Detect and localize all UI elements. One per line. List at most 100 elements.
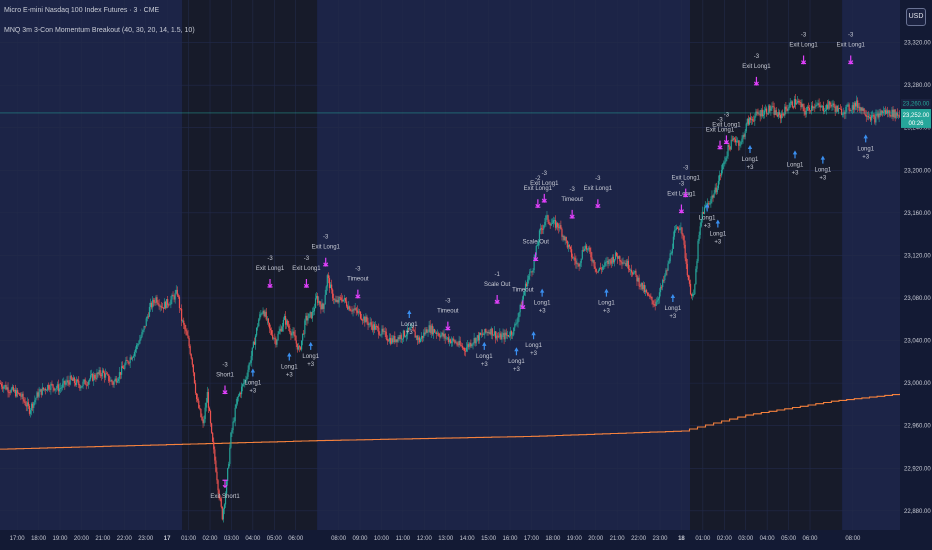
candle-body (110, 380, 112, 382)
candle-body (649, 295, 651, 297)
candle-body (665, 270, 667, 276)
candle-body (311, 311, 313, 319)
candle-body (28, 405, 31, 414)
candle-body (97, 372, 99, 374)
currency-button[interactable]: USD (906, 8, 926, 26)
candle-body (628, 268, 631, 271)
signal-label: +3 (539, 309, 547, 315)
candle-body (220, 498, 222, 507)
candle-body (418, 337, 421, 343)
candle-body (533, 258, 535, 271)
candle-body (96, 372, 98, 379)
candle-body (113, 380, 115, 385)
candle-body (839, 108, 842, 110)
time-tick-label: 20:00 (588, 536, 604, 542)
signal-label: +3 (792, 170, 800, 176)
signal-long: Long1 +3 (815, 155, 832, 182)
candle-body (755, 111, 757, 117)
signal-label: +3 (406, 330, 414, 336)
candle-body (229, 447, 231, 464)
candle-body (260, 313, 262, 315)
candle-body (864, 113, 866, 115)
candle-body (882, 111, 884, 114)
candle-body (297, 346, 299, 350)
candle-body (352, 309, 354, 312)
candle-body (662, 279, 664, 288)
candle-body (245, 379, 247, 381)
candle-body (740, 142, 742, 145)
candle-body (619, 256, 621, 262)
signal-long: Long1 +3 (534, 288, 551, 315)
signal-exit: -3 Exit Long1 (292, 256, 321, 289)
candle-body (886, 110, 888, 114)
candle-body (252, 341, 254, 348)
candle-body (539, 228, 542, 231)
candle-body (779, 114, 782, 119)
candle-body (818, 103, 820, 106)
candle-body (286, 320, 288, 325)
candle-body (738, 140, 740, 146)
candle-body (55, 388, 57, 389)
signal-long: Long1 +3 (665, 293, 682, 320)
candle-body (787, 108, 789, 111)
candle-body (816, 104, 818, 106)
candle-body (595, 268, 597, 272)
candle-body (845, 106, 847, 114)
candle-body (624, 263, 626, 264)
candle-body (532, 270, 534, 273)
signal-label: Scale Out (484, 282, 511, 288)
time-tick-label: 10:00 (374, 536, 390, 542)
price-axis[interactable]: 22,880.00 22,920.00 22,960.00 23,000.00 23,0… (900, 0, 932, 550)
candle-body (515, 323, 517, 325)
candle-body (518, 312, 520, 318)
time-axis[interactable]: 17:00 18:00 19:00 20:00 21:00 22:00 23:00 17 01:… (0, 530, 932, 550)
symbol-title[interactable]: Micro E-mini Nasdaq 100 Index Futures · … (4, 7, 160, 14)
candle-body (578, 264, 580, 267)
candle-body (246, 376, 248, 380)
candle-body (348, 306, 350, 310)
signal-label: Exit Long1 (712, 122, 741, 128)
candle-body (768, 105, 770, 114)
candle-body (328, 278, 331, 289)
candle-body (472, 342, 474, 345)
candle-body (42, 387, 44, 390)
candle-body (455, 342, 457, 344)
candle-body (264, 311, 266, 317)
signal-long: Long1 +3 (508, 347, 525, 373)
candle-body (117, 378, 119, 381)
candle-body (650, 296, 652, 298)
candle-body (172, 295, 174, 297)
candle-body (343, 298, 346, 300)
indicator-title[interactable]: MNQ 3m 3-Con Momentum Breakout (40, 30, … (4, 27, 195, 34)
signal-label: Long1 (534, 301, 551, 307)
candle-body (31, 403, 33, 411)
signal-label: -3 (848, 33, 854, 39)
long-arrow-icon (250, 368, 256, 377)
time-tick-label: 23:00 (652, 536, 668, 542)
candle-body (831, 105, 833, 107)
candle-body (871, 115, 873, 121)
candle-body (526, 283, 528, 287)
candle-body (748, 117, 751, 125)
candle-body (512, 334, 514, 336)
candle-body (876, 113, 878, 115)
candle-body (627, 260, 629, 269)
candle-body (642, 284, 644, 290)
candle-body (104, 373, 107, 378)
candle-body (145, 318, 147, 327)
candle-body (347, 306, 349, 310)
candle-body (283, 316, 286, 320)
time-tick-label: 19:00 (52, 536, 68, 542)
candle-body (268, 322, 271, 329)
candle-body (617, 255, 619, 259)
candle-body (733, 138, 736, 140)
candle-body (626, 260, 628, 267)
candle-body (475, 337, 477, 344)
exit-marker-icon (595, 199, 601, 209)
candle-body (896, 112, 898, 116)
candle-body (183, 320, 185, 325)
candle-body (498, 336, 500, 338)
candle-body (897, 115, 899, 117)
